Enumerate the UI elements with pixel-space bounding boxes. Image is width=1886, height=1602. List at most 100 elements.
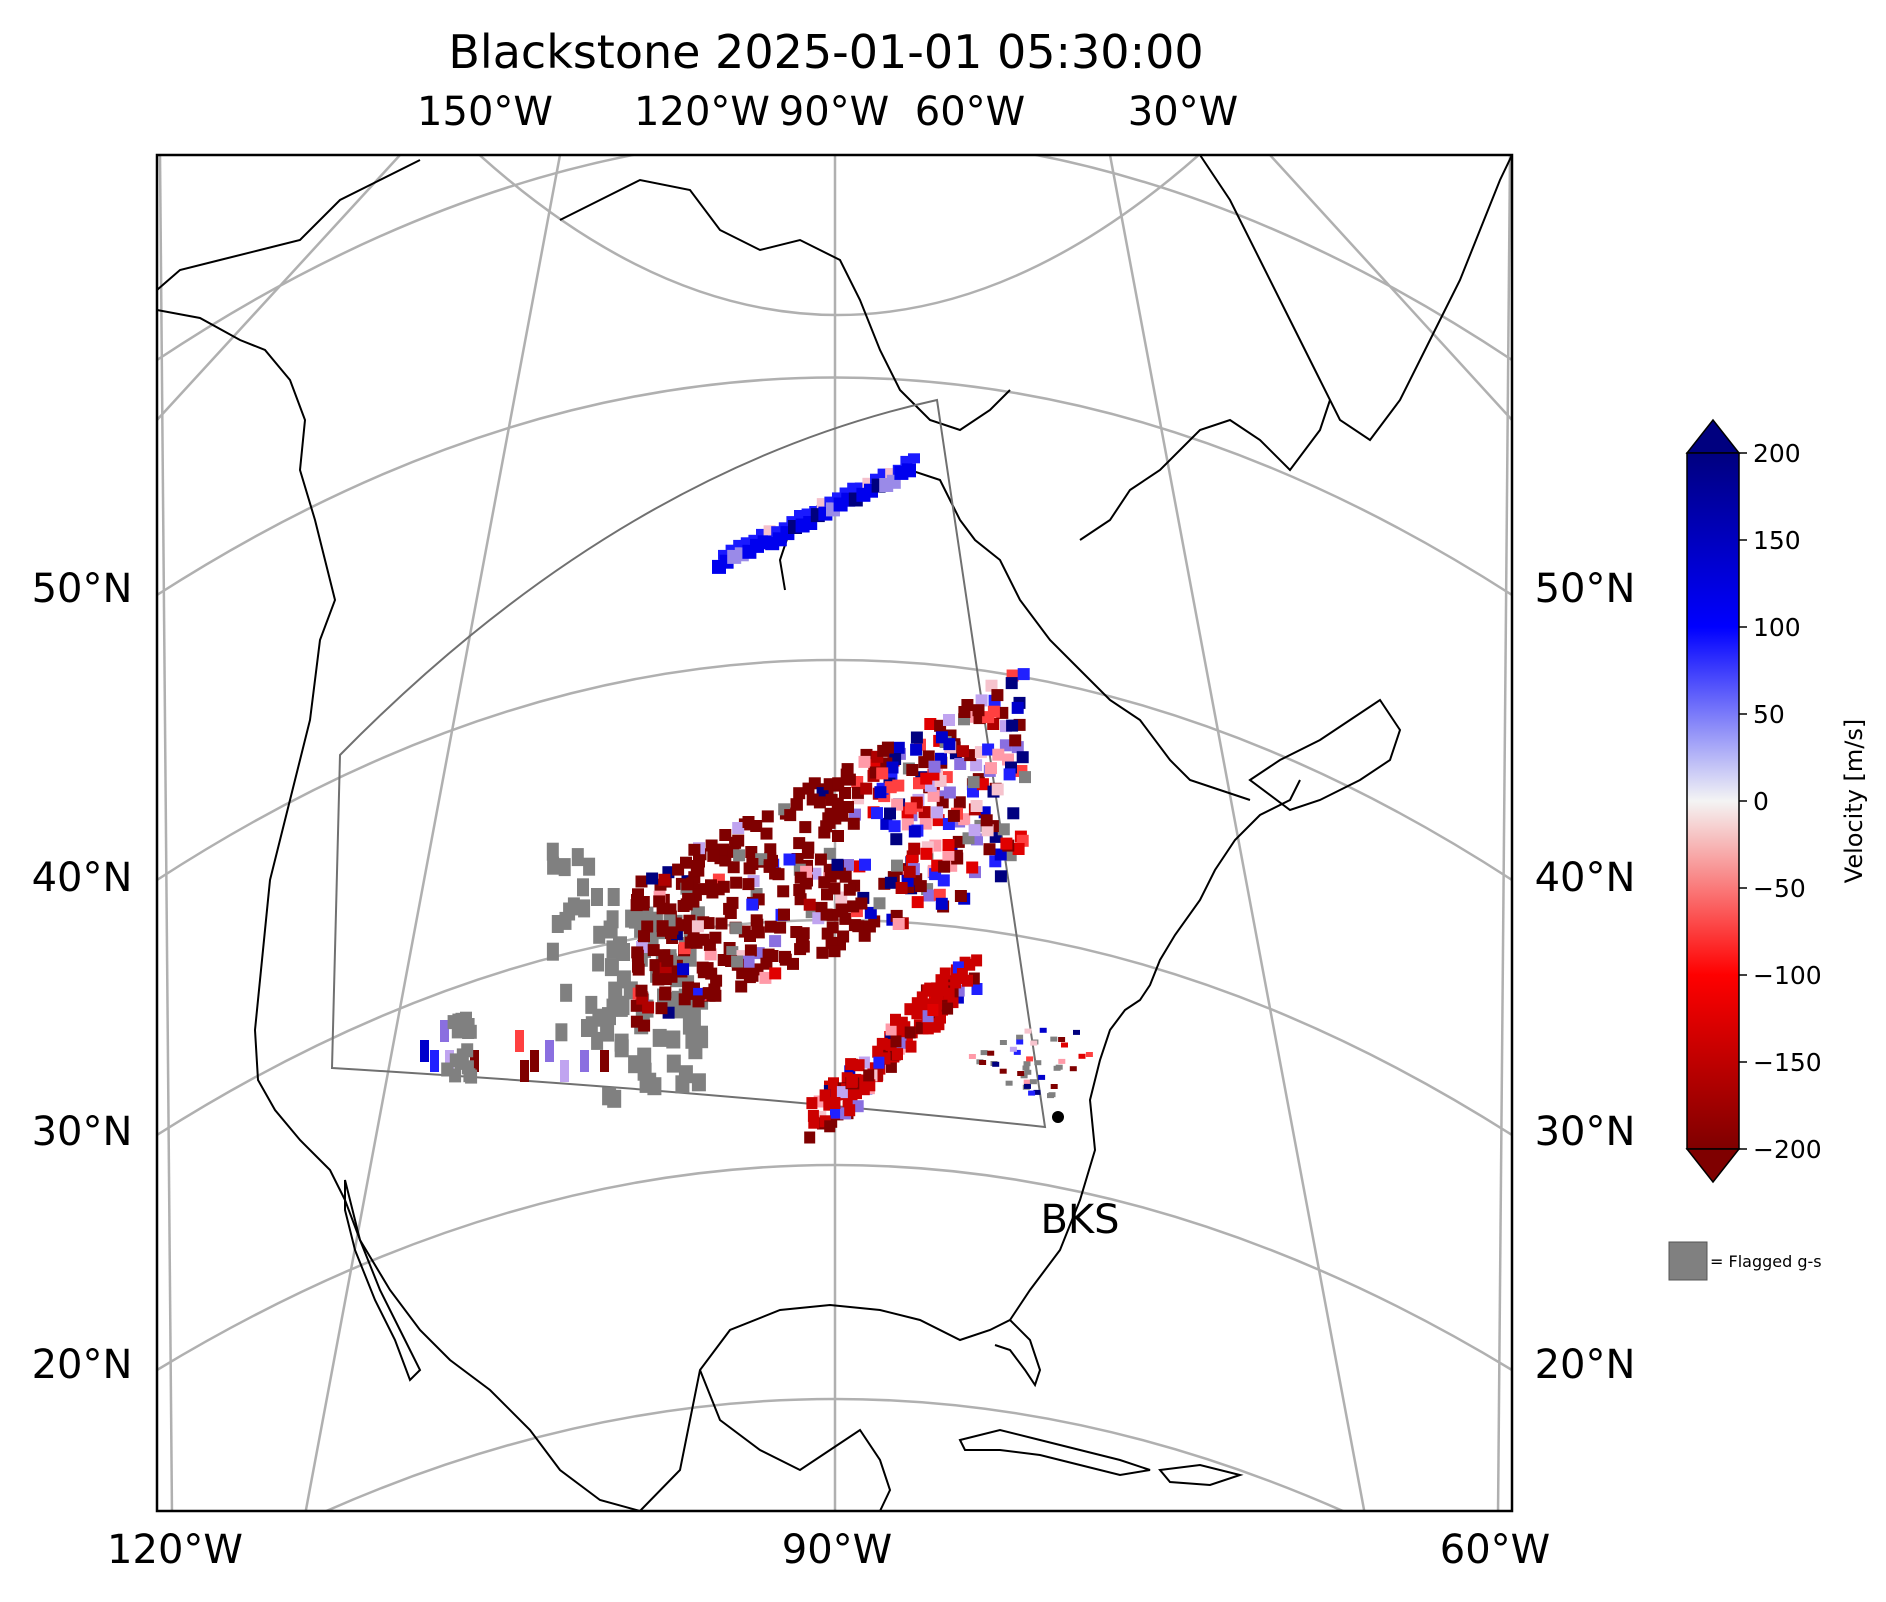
radar-cell bbox=[847, 817, 860, 830]
radar-cell bbox=[778, 908, 790, 921]
meridian-150w-top bbox=[157, 155, 401, 421]
radar-cell bbox=[705, 839, 718, 852]
radar-cell bbox=[828, 1077, 839, 1090]
radar-cell bbox=[1013, 1049, 1021, 1055]
radar-cell bbox=[793, 837, 806, 850]
radar-cell bbox=[972, 704, 985, 717]
radar-cell bbox=[816, 946, 829, 959]
radar-cell bbox=[546, 942, 559, 961]
radar-cell bbox=[832, 830, 844, 842]
radar-cell bbox=[803, 898, 816, 911]
radar-cell bbox=[936, 796, 949, 809]
radar-cell bbox=[956, 968, 968, 980]
radar-cell bbox=[1005, 677, 1018, 690]
radar-cell bbox=[717, 843, 730, 856]
radar-cell bbox=[862, 477, 875, 488]
radar-cell bbox=[658, 949, 671, 962]
radar-cell bbox=[904, 1003, 916, 1016]
colorbar-tick-label: 150 bbox=[1753, 526, 1801, 555]
radar-cell bbox=[719, 829, 732, 841]
radar-cell bbox=[1058, 1058, 1066, 1064]
radar-cell bbox=[602, 1087, 617, 1106]
radar-cell bbox=[890, 1035, 902, 1048]
radar-cell bbox=[1050, 1036, 1058, 1042]
radar-cell bbox=[958, 706, 971, 718]
radar-cell bbox=[824, 1120, 836, 1133]
radar-cell bbox=[1009, 734, 1022, 747]
radar-cell bbox=[839, 487, 852, 498]
radar-cell bbox=[793, 787, 806, 800]
radar-cell bbox=[702, 987, 715, 1000]
radar-cell bbox=[852, 1100, 864, 1113]
radar-cell bbox=[999, 739, 1012, 752]
radar-cell bbox=[520, 1060, 529, 1082]
radar-cell bbox=[731, 955, 744, 968]
radar-cell bbox=[1022, 1065, 1030, 1071]
radar-cell bbox=[1016, 751, 1029, 764]
radar-cell bbox=[920, 772, 933, 785]
radar-cell bbox=[848, 919, 861, 932]
radar-cell bbox=[975, 694, 988, 707]
radar-cell bbox=[1033, 1089, 1041, 1095]
map-frame bbox=[155, 153, 1514, 1513]
radar-cell bbox=[1069, 1066, 1077, 1072]
meridian-60w bbox=[1108, 155, 1366, 1511]
radar-cell bbox=[445, 1050, 454, 1072]
radar-cell bbox=[991, 783, 1004, 796]
radar-cell bbox=[759, 971, 772, 984]
radar-cell bbox=[790, 798, 803, 811]
radar-cell bbox=[1026, 1056, 1034, 1062]
radar-cell bbox=[454, 1055, 467, 1070]
radar-cell bbox=[933, 1018, 945, 1031]
radar-cell bbox=[886, 761, 899, 774]
radar-cell bbox=[877, 744, 890, 757]
radar-cell bbox=[801, 508, 814, 519]
radar-cell bbox=[638, 930, 650, 943]
meridian-30w-top bbox=[1269, 155, 1512, 421]
radar-cell bbox=[938, 860, 951, 873]
radar-cell bbox=[797, 927, 810, 940]
radar-cell bbox=[947, 809, 960, 822]
radar-cell bbox=[971, 954, 983, 967]
radar-cell bbox=[837, 930, 850, 943]
radar-cell bbox=[939, 967, 951, 980]
radar-cell bbox=[981, 824, 994, 837]
radar-cell bbox=[607, 888, 620, 906]
radar-cell bbox=[799, 821, 812, 834]
radar-cell bbox=[1019, 771, 1031, 784]
radar-cell bbox=[580, 1050, 589, 1072]
radar-cell bbox=[904, 802, 917, 815]
radar-cell bbox=[1012, 843, 1025, 855]
radar-cell bbox=[591, 1031, 604, 1050]
left-lat-label-20n: 20°N bbox=[32, 1342, 133, 1388]
radar-cell bbox=[752, 926, 765, 939]
radar-cell bbox=[885, 1060, 897, 1073]
radar-cell bbox=[992, 1061, 1000, 1067]
radar-cell bbox=[832, 492, 844, 503]
radar-cell bbox=[828, 882, 841, 895]
radar-cell bbox=[732, 834, 745, 847]
radar-cell bbox=[953, 796, 966, 809]
radar-cell bbox=[684, 936, 697, 949]
radar-cell bbox=[830, 1106, 841, 1119]
radar-cell bbox=[545, 1040, 554, 1062]
radar-cell bbox=[970, 759, 983, 772]
radar-cell bbox=[911, 896, 924, 909]
radar-cell bbox=[864, 1079, 876, 1092]
radar-cell bbox=[919, 999, 931, 1012]
radar-cell bbox=[604, 958, 619, 977]
radar-cell bbox=[871, 807, 883, 820]
radar-cell bbox=[846, 1075, 858, 1088]
radar-cell bbox=[560, 1060, 569, 1082]
radar-cell bbox=[910, 743, 923, 756]
radar-cell bbox=[691, 1073, 706, 1092]
radar-cell bbox=[745, 846, 758, 858]
radar-cell bbox=[794, 510, 806, 520]
coast-alaska bbox=[157, 159, 421, 291]
radar-cell bbox=[967, 785, 979, 798]
radar-cell bbox=[760, 957, 773, 970]
colorbar-tick-label: −200 bbox=[1753, 1135, 1822, 1164]
radar-cell bbox=[1038, 1074, 1046, 1080]
radar-cell bbox=[1034, 1060, 1042, 1066]
